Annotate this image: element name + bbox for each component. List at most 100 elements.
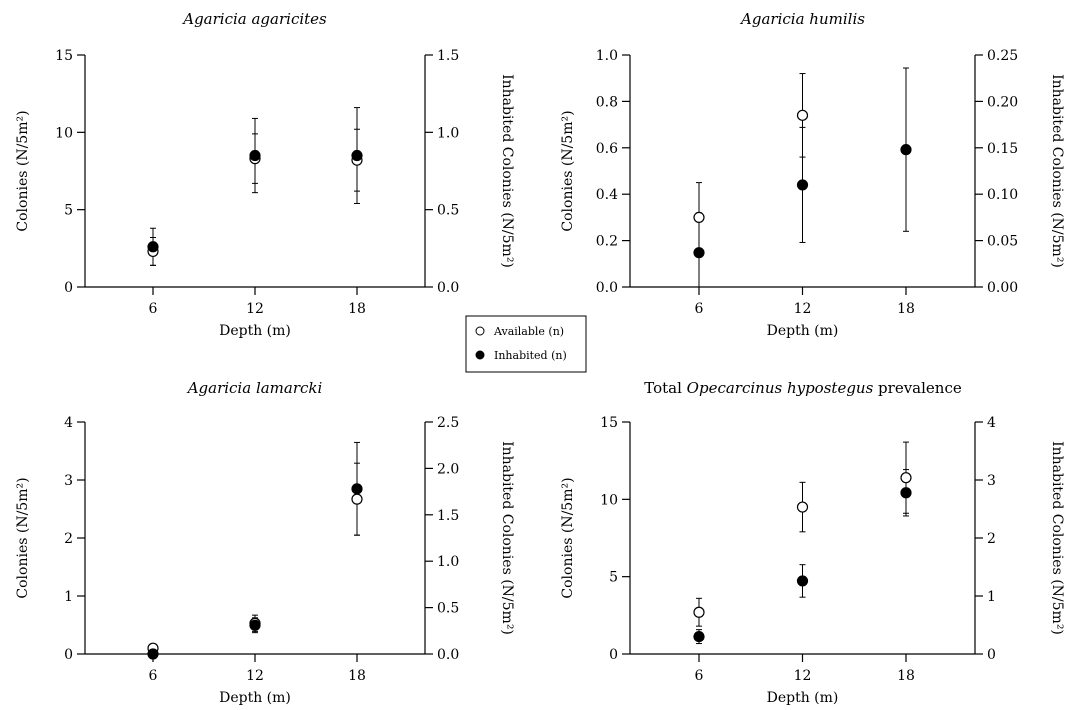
right-tick-label: 3 [987, 473, 996, 489]
right-tick-label: 0.5 [437, 601, 459, 617]
left-tick-label: 0.6 [596, 141, 618, 157]
y-axis-label-left: Colonies (N/5m²) [560, 110, 576, 231]
right-tick-label: 0.5 [437, 203, 459, 219]
x-tick-label: 6 [149, 301, 158, 317]
left-tick-label: 5 [64, 203, 73, 219]
right-tick-label: 0.10 [987, 187, 1018, 203]
chart-title-part: Agaricia lamarcki [186, 379, 323, 397]
chart-panel: Agaricia humilis 0.0 0.2 0.4 0.6 0.8 1.0 0.00 0.… [560, 10, 1065, 339]
chart-title-part: Opecarcinus hypostegus [687, 379, 874, 397]
left-tick-label: 0.8 [596, 94, 618, 110]
right-tick-label: 0.25 [987, 48, 1018, 64]
left-tick-label: 15 [600, 415, 618, 431]
available-point [351, 493, 363, 505]
left-tick-label: 4 [64, 415, 73, 431]
available-point [796, 109, 809, 121]
right-tick-label: 1 [987, 589, 996, 605]
inhabited-point [693, 630, 705, 643]
chart-title-part: prevalence [873, 379, 962, 397]
inhabited-point [796, 575, 809, 587]
legend: Available (n) Inhabited (n) [465, 315, 587, 373]
right-tick-label: 2 [987, 531, 996, 547]
chart-title: Total Opecarcinus hypostegus prevalence [644, 379, 962, 397]
x-tick-label: 12 [246, 668, 264, 684]
left-tick-label: 2 [64, 531, 73, 547]
inhabited-point [796, 179, 809, 191]
legend-inhabited-marker [475, 350, 485, 360]
left-tick-label: 1 [64, 589, 73, 605]
right-tick-label: 0.05 [987, 234, 1018, 250]
inhabited-point [351, 483, 363, 495]
y-axis-label-left: Colonies (N/5m²) [560, 477, 576, 598]
legend-available-label: Available (n) [493, 325, 564, 338]
left-tick-label: 5 [609, 570, 618, 586]
legend-available-marker [475, 326, 485, 336]
inhabited-point [693, 247, 705, 259]
inhabited-point [351, 149, 363, 162]
inhabited-point [147, 648, 159, 660]
chart-panel: Total Opecarcinus hypostegus prevalence 0… [560, 379, 1065, 706]
right-tick-label: 0.0 [437, 647, 459, 663]
y-axis-label-right: Inhabited Colonies (N/5m²) [1049, 74, 1065, 268]
left-tick-label: 0.0 [596, 280, 618, 296]
chart-title-part: Agaricia agaricites [181, 10, 327, 28]
available-point [900, 472, 912, 484]
right-tick-label: 0 [987, 647, 996, 663]
left-tick-label: 0 [64, 647, 73, 663]
right-tick-label: 1.0 [437, 554, 459, 570]
inhabited-point [900, 144, 912, 156]
right-tick-label: 4 [987, 415, 996, 431]
x-axis-label: Depth (m) [767, 323, 839, 339]
chart-title: Agaricia lamarcki [186, 379, 323, 397]
x-tick-label: 18 [897, 301, 915, 317]
left-tick-label: 3 [64, 473, 73, 489]
inhabited-point [249, 619, 261, 631]
legend-inhabited-label: Inhabited (n) [494, 349, 567, 362]
left-tick-label: 10 [600, 492, 618, 508]
chart-panel: Agaricia agaricites 0 5 10 15 0.0 0.5 1.0 1.5 6 12… [15, 10, 515, 339]
y-axis-label-right: Inhabited Colonies (N/5m²) [1049, 441, 1065, 635]
x-tick-label: 18 [348, 301, 366, 317]
chart-panel: Agaricia lamarcki012340.00.51.01.52.02.5… [15, 379, 515, 706]
x-tick-label: 12 [794, 301, 812, 317]
right-tick-label: 1.0 [437, 125, 459, 141]
x-tick-label: 6 [695, 301, 704, 317]
x-tick-label: 6 [695, 668, 704, 684]
legend-box [465, 315, 587, 373]
available-point [693, 211, 705, 223]
right-tick-label: 0.00 [987, 280, 1018, 296]
right-tick-label: 2.0 [437, 461, 459, 477]
left-tick-label: 0 [609, 647, 618, 663]
x-tick-label: 6 [149, 668, 158, 684]
x-tick-label: 18 [897, 668, 915, 684]
chart-title: Agaricia agaricites [181, 10, 327, 28]
right-tick-label: 0.15 [987, 141, 1018, 157]
left-tick-label: 1.0 [596, 48, 618, 64]
available-point [796, 501, 809, 513]
left-tick-label: 15 [55, 48, 73, 64]
x-tick-label: 18 [348, 668, 366, 684]
left-tick-label: 0.2 [596, 234, 618, 250]
right-tick-label: 0.20 [987, 94, 1018, 110]
chart-title: Agaricia humilis [739, 10, 865, 28]
available-point [693, 606, 705, 618]
x-tick-label: 12 [794, 668, 812, 684]
y-axis-label-left: Colonies (N/5m²) [15, 110, 31, 231]
x-axis-label: Depth (m) [767, 690, 839, 706]
right-tick-label: 2.5 [437, 415, 459, 431]
left-tick-label: 0 [64, 280, 73, 296]
y-axis-label-left: Colonies (N/5m²) [15, 477, 31, 598]
inhabited-point [147, 241, 159, 253]
x-tick-label: 12 [246, 301, 264, 317]
inhabited-point [249, 149, 261, 162]
x-axis-label: Depth (m) [219, 690, 291, 706]
right-tick-label: 1.5 [437, 508, 459, 524]
right-tick-label: 0.0 [437, 280, 459, 296]
left-tick-label: 0.4 [596, 187, 618, 203]
right-tick-label: 1.5 [437, 48, 459, 64]
x-axis-label: Depth (m) [219, 323, 291, 339]
left-tick-label: 10 [55, 125, 73, 141]
inhabited-point [900, 487, 912, 499]
